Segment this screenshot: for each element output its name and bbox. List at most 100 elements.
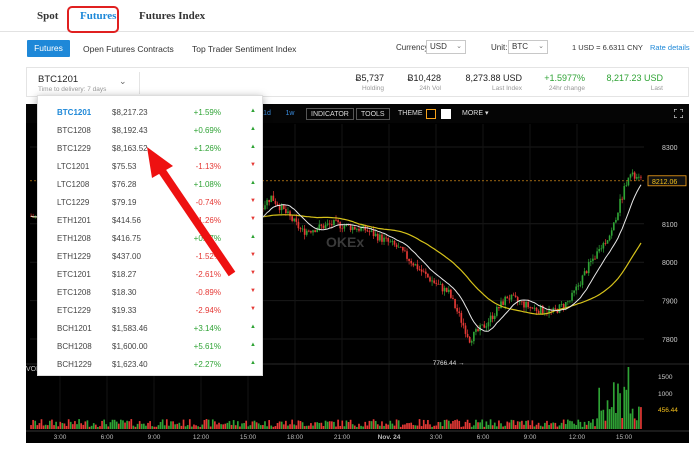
- triangle-down-icon: ▼: [250, 198, 256, 204]
- volume-bar: [514, 425, 517, 429]
- contract-item[interactable]: BCH1201 $1,583.46 +3.14% ▲: [38, 320, 264, 338]
- candle: [341, 228, 344, 230]
- volume-axis-label: 1000: [658, 391, 673, 398]
- contract-item[interactable]: BTC1201 $8,217.23 +1.59% ▲: [38, 104, 264, 122]
- candle: [456, 308, 458, 312]
- candle: [443, 287, 446, 292]
- contract-price: $19.33: [112, 306, 137, 315]
- volume-bar: [535, 424, 538, 429]
- volume-bar: [299, 420, 302, 429]
- volume-bar: [120, 419, 122, 429]
- volume-bar: [606, 400, 609, 429]
- volume-bar: [76, 424, 78, 429]
- tools-button[interactable]: TOOLS: [356, 108, 390, 120]
- volume-bar: [341, 420, 344, 429]
- contract-symbol: LTC1229: [57, 198, 90, 207]
- contract-price: $18.27: [112, 270, 137, 279]
- contract-change: +1.26%: [193, 144, 221, 153]
- volume-bar: [638, 406, 640, 429]
- contract-item[interactable]: BCH1229 $1,623.40 +2.27% ▲: [38, 356, 264, 374]
- tab-futures-index[interactable]: Futures Index: [139, 10, 206, 22]
- subtab-top-trader-sentiment[interactable]: Top Trader Sentiment Index: [192, 44, 297, 54]
- volume-bar: [374, 420, 377, 429]
- tab-spot[interactable]: Spot: [37, 10, 59, 22]
- contract-item[interactable]: ETH1201 $414.56 -1.26% ▼: [38, 212, 264, 230]
- more-button[interactable]: MORE ▾: [462, 110, 489, 117]
- contract-item[interactable]: ETH1229 $437.00 -1.52% ▼: [38, 248, 264, 266]
- interval-1d[interactable]: 1d: [263, 110, 271, 117]
- contract-item[interactable]: ETH1208 $416.75 +0.67% ▲: [38, 230, 264, 248]
- candle: [477, 329, 479, 331]
- volume-bar: [592, 419, 594, 429]
- rate-details-link[interactable]: Rate details: [650, 43, 690, 52]
- contract-item[interactable]: BCH1208 $1,600.00 +5.61% ▲: [38, 338, 264, 356]
- candle: [552, 308, 555, 311]
- volume-bar: [345, 420, 348, 429]
- volume-bar: [516, 421, 519, 429]
- contract-item[interactable]: LTC1229 $79.19 -0.74% ▼: [38, 194, 264, 212]
- volume-bar: [569, 420, 571, 429]
- contract-item[interactable]: ETC1201 $18.27 -2.61% ▼: [38, 266, 264, 284]
- tab-futures[interactable]: Futures: [80, 10, 117, 22]
- volume-bar: [92, 423, 95, 429]
- volume-bar: [397, 420, 400, 429]
- volume-bar: [84, 421, 87, 429]
- volume-bar: [117, 423, 120, 429]
- contract-change: -0.74%: [195, 198, 221, 207]
- candle: [383, 237, 385, 242]
- contract-price: $1,583.46: [112, 324, 148, 333]
- volume-bar: [140, 423, 143, 429]
- volume-bar: [136, 423, 139, 429]
- unit-select[interactable]: BTC ⌄: [508, 40, 548, 54]
- volume-bar: [343, 426, 346, 429]
- volume-bar: [145, 425, 147, 429]
- price-axis-label: 8100: [662, 222, 678, 229]
- candle: [339, 222, 342, 229]
- theme-dark-swatch[interactable]: [426, 109, 436, 119]
- volume-bar: [149, 421, 151, 429]
- contract-item[interactable]: ETC1229 $19.33 -2.94% ▼: [38, 302, 264, 320]
- fullscreen-icon[interactable]: [674, 109, 683, 118]
- candle: [404, 250, 406, 252]
- volume-bar: [234, 425, 237, 429]
- candle: [314, 230, 316, 233]
- volume-bar: [46, 425, 49, 429]
- volume-bar: [266, 426, 268, 429]
- subtab-futures[interactable]: Futures: [27, 40, 70, 57]
- volume-bar: [602, 409, 605, 429]
- contract-dropdown: BTC1201 $8,217.23 +1.59% ▲ BTC1208 $8,192.43 +…: [37, 95, 263, 376]
- contract-symbol: ETC1201: [57, 270, 91, 279]
- candle: [287, 211, 289, 214]
- chevron-down-icon[interactable]: ⌄: [119, 76, 127, 86]
- contract-item[interactable]: BTC1208 $8,192.43 +0.69% ▲: [38, 122, 264, 140]
- candle: [481, 324, 484, 326]
- candle: [389, 241, 392, 243]
- candle: [631, 172, 634, 175]
- volume-bar: [109, 422, 112, 429]
- candle: [274, 200, 277, 204]
- volume-bar: [55, 421, 57, 429]
- volume-bar: [368, 420, 371, 429]
- volume-bar: [556, 426, 559, 429]
- indicator-button[interactable]: INDICATOR: [306, 108, 354, 120]
- volume-bar: [218, 422, 220, 429]
- candle: [416, 264, 419, 270]
- candle: [533, 307, 536, 309]
- candle: [581, 275, 584, 285]
- volume-bar: [199, 426, 202, 429]
- contract-item[interactable]: BTC1229 $8,163.52 +1.26% ▲: [38, 140, 264, 158]
- contract-item[interactable]: LTC1201 $75.53 -1.13% ▼: [38, 158, 264, 176]
- contract-symbol[interactable]: BTC1201: [38, 74, 79, 85]
- volume-bar: [610, 407, 613, 429]
- subtab-open-futures-contracts[interactable]: Open Futures Contracts: [83, 44, 174, 54]
- volume-bar: [165, 419, 168, 429]
- volume-bar: [243, 423, 245, 429]
- contract-item[interactable]: ETC1208 $18.30 -0.89% ▼: [38, 284, 264, 302]
- currency-select[interactable]: USD ⌄: [426, 40, 466, 54]
- volume-bar: [291, 419, 293, 429]
- candle: [393, 240, 396, 245]
- interval-1w[interactable]: 1w: [285, 110, 295, 117]
- candle: [406, 251, 408, 259]
- theme-light-swatch[interactable]: [441, 109, 451, 119]
- contract-item[interactable]: LTC1208 $76.28 +1.08% ▲: [38, 176, 264, 194]
